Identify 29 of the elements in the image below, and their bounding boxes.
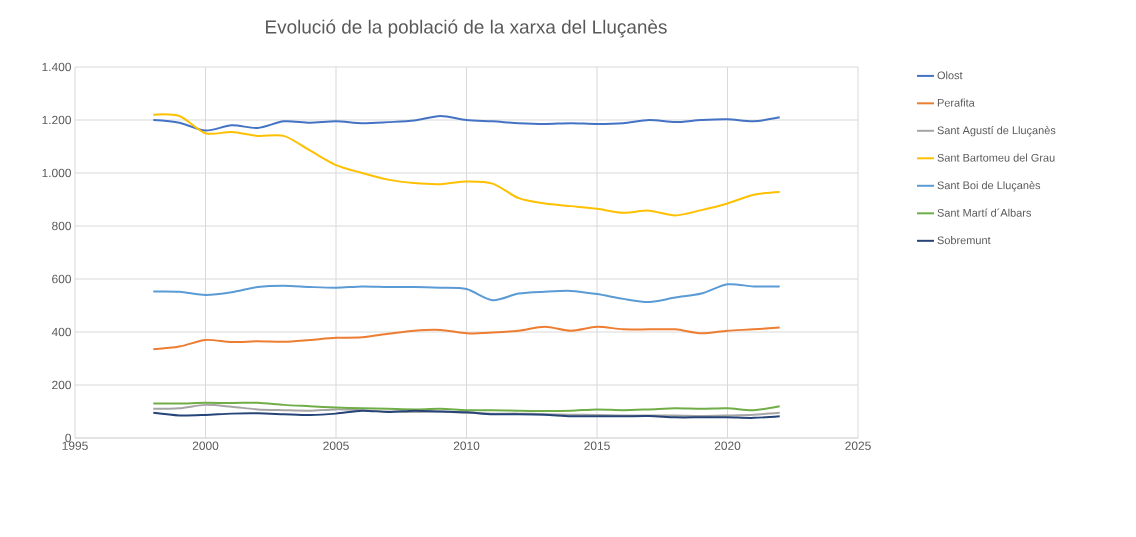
legend-label: Olost — [937, 71, 963, 80]
y-tick-label: 800 — [52, 221, 72, 231]
x-tick-label: 2015 — [584, 441, 610, 450]
x-tick-label: 2005 — [323, 441, 349, 450]
line-series — [152, 283, 781, 304]
line-series — [152, 401, 781, 412]
legend-label: Sant Agustí de Lluçanès — [937, 126, 1056, 137]
y-tick-label: 1.000 — [42, 168, 72, 178]
legend-label: Sant Boi de Lluçanès — [937, 181, 1041, 192]
x-tick-label: 2025 — [845, 441, 871, 450]
y-tick-label: 400 — [51, 327, 72, 337]
x-tick-label: 2010 — [453, 441, 480, 450]
y-tick-label: 600 — [52, 274, 72, 284]
legend-label: Sant Martí d´Albars — [937, 208, 1031, 217]
x-tick-label: 2000 — [192, 441, 219, 450]
x-tick-label: 1995 — [62, 441, 88, 450]
y-tick-label: 200 — [52, 380, 72, 390]
legend-label: Perafita — [937, 98, 975, 107]
x-tick-label: 2020 — [714, 441, 741, 450]
legend-label: Sobremunt — [937, 236, 991, 245]
y-tick-label: 1.200 — [42, 115, 72, 125]
y-tick-label: 0 — [65, 433, 72, 443]
y-tick-label: 1.400 — [42, 62, 72, 72]
legend-label: Sant Bartomeu del Grau — [937, 153, 1055, 162]
line-series — [152, 113, 781, 217]
line-series — [152, 325, 781, 351]
line-series — [152, 115, 781, 132]
line-series — [152, 409, 781, 419]
chart-title: Evolució de la població de la xarxa del Lluçanès — [266, 19, 667, 38]
